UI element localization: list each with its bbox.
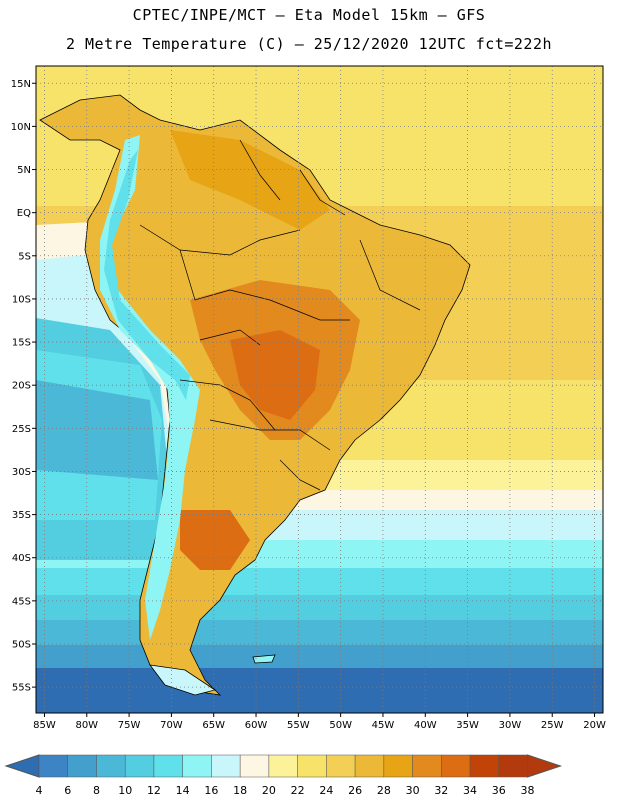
- colorbar-swatch: [354, 754, 385, 778]
- colorbar-label: 30: [406, 784, 420, 797]
- lon-label: 75W: [118, 720, 141, 731]
- colorbar-swatch: [441, 754, 471, 778]
- lon-label: 40W: [414, 720, 437, 731]
- colorbar-swatch: [182, 754, 212, 778]
- lat-label: 15S: [12, 338, 31, 349]
- colorbar-label: 10: [118, 784, 132, 797]
- hot-argentina: [180, 510, 250, 570]
- colorbar-swatch: [67, 754, 97, 778]
- lat-label: 5N: [17, 165, 31, 176]
- lat-label: 50S: [12, 639, 31, 650]
- colorbar-label: 26: [348, 784, 362, 797]
- lon-label: 20W: [583, 720, 606, 731]
- colorbar-swatch: [498, 754, 528, 778]
- falkland-islands: [252, 654, 276, 664]
- title-line-2: 2 Metre Temperature (C) – 25/12/2020 12U…: [65, 35, 553, 53]
- lon-label: 35W: [456, 720, 479, 731]
- colorbar-swatch: [153, 754, 183, 778]
- country-borders: [139, 139, 421, 491]
- lat-label: 15N: [11, 79, 31, 90]
- colorbar-label: 36: [492, 784, 506, 797]
- northern-orange: [170, 130, 330, 230]
- lon-label: 80W: [75, 720, 98, 731]
- colorbar-swatch: [239, 754, 270, 778]
- colorbar-label: 38: [521, 784, 535, 797]
- colorbar-swatch: [326, 754, 356, 778]
- lat-label: 25S: [12, 424, 31, 435]
- colorbar-low-arrow: [4, 754, 40, 778]
- andes-peaks: [104, 150, 190, 400]
- lon-label: 60W: [245, 720, 268, 731]
- ocean-band-4: [36, 668, 603, 713]
- longitude-labels: 85W 80W 75W 70W 65W 60W 55W 50W 45W 40W 35W 30W 25W 2…: [33, 713, 606, 731]
- colorbar-label: 8: [93, 784, 100, 797]
- lon-label: 85W: [33, 720, 56, 731]
- colorbar-swatch: [383, 754, 413, 778]
- lat-label: EQ: [17, 208, 31, 219]
- lat-label: 45S: [12, 596, 31, 607]
- lat-label: 10S: [12, 294, 31, 305]
- colorbar-label: 34: [463, 784, 477, 797]
- colorbar-swatch: [268, 754, 298, 778]
- latitude-labels: 15N 10N 5N EQ 5S 10S 15S 20S 25S 30S 35S 40S 45S 50S 5…: [11, 79, 36, 694]
- lat-label: 35S: [12, 510, 31, 521]
- graticule: [36, 66, 603, 713]
- colorbar: 4 6 8 10 12 14 16 18 20 22 24 26 28 30 32 34 36 38: [4, 754, 563, 797]
- colorbar-label: 32: [434, 784, 448, 797]
- colorbar-label: 28: [377, 784, 391, 797]
- colorbar-swatch: [38, 754, 68, 778]
- colorbar-label: 14: [176, 784, 190, 797]
- lat-label: 30S: [12, 467, 31, 478]
- pacific-band-10: [36, 380, 158, 480]
- colorbar-label: 16: [204, 784, 218, 797]
- colorbar-high-arrow: [527, 754, 563, 778]
- colorbar-swatch: [412, 754, 442, 778]
- colorbar-label: 6: [64, 784, 71, 797]
- lon-label: 25W: [541, 720, 564, 731]
- colorbar-label: 18: [233, 784, 247, 797]
- ocean-band-14: [36, 568, 603, 598]
- hottest-core: [230, 330, 320, 420]
- lon-label: 70W: [160, 720, 183, 731]
- andes-cool: [100, 135, 200, 640]
- colorbar-label: 12: [147, 784, 161, 797]
- title-line-1: CPTEC/INPE/MCT – Eta Model 15km – GFS: [132, 6, 486, 24]
- lon-label: 50W: [329, 720, 352, 731]
- map-frame: [35, 65, 604, 714]
- tierra-del-fuego: [149, 664, 216, 696]
- colorbar-label: 4: [36, 784, 43, 797]
- colorbar-swatch: [96, 754, 126, 778]
- lat-label: 55S: [12, 683, 31, 694]
- lat-label: 40S: [12, 553, 31, 564]
- colorbar-swatch: [124, 754, 155, 778]
- colorbar-swatch: [297, 754, 327, 778]
- colorbar-swatch: [211, 754, 241, 778]
- lon-label: 45W: [372, 720, 395, 731]
- colorbar-swatch: [469, 754, 500, 778]
- lon-label: 55W: [287, 720, 310, 731]
- colorbar-label: 22: [291, 784, 305, 797]
- colorbar-label: 20: [262, 784, 276, 797]
- lat-label: 20S: [12, 381, 31, 392]
- lat-label: 10N: [11, 122, 31, 133]
- lon-label: 65W: [202, 720, 225, 731]
- colorbar-label: 24: [319, 784, 333, 797]
- lat-label: 5S: [18, 251, 31, 262]
- lon-label: 30W: [499, 720, 522, 731]
- continent: [39, 94, 471, 696]
